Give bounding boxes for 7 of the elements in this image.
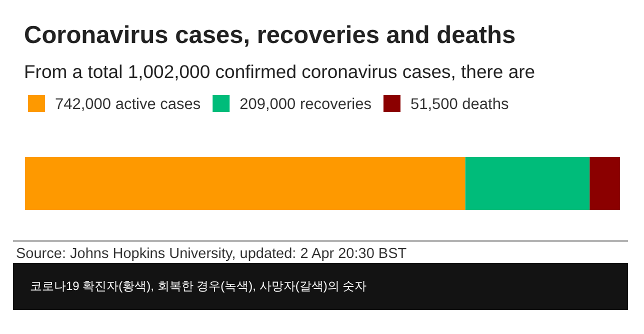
subtitle: From a total 1,002,000 confirmed coronavirus cases, there are bbox=[24, 61, 536, 82]
legend-label: 742,000 active cases bbox=[55, 96, 201, 113]
legend-label: 51,500 deaths bbox=[410, 96, 509, 113]
annotation: 코로나19 확진자(황색), 회복한 경우(녹색), 사망자(갈색)의 숫자 bbox=[30, 279, 367, 293]
title: Coronavirus cases, recoveries and deaths bbox=[24, 22, 516, 49]
annotation: Source: Johns Hopkins University, updated: 2 Apr 20:30 BST bbox=[16, 246, 407, 262]
legend-label: 209,000 recoveries bbox=[240, 96, 372, 113]
